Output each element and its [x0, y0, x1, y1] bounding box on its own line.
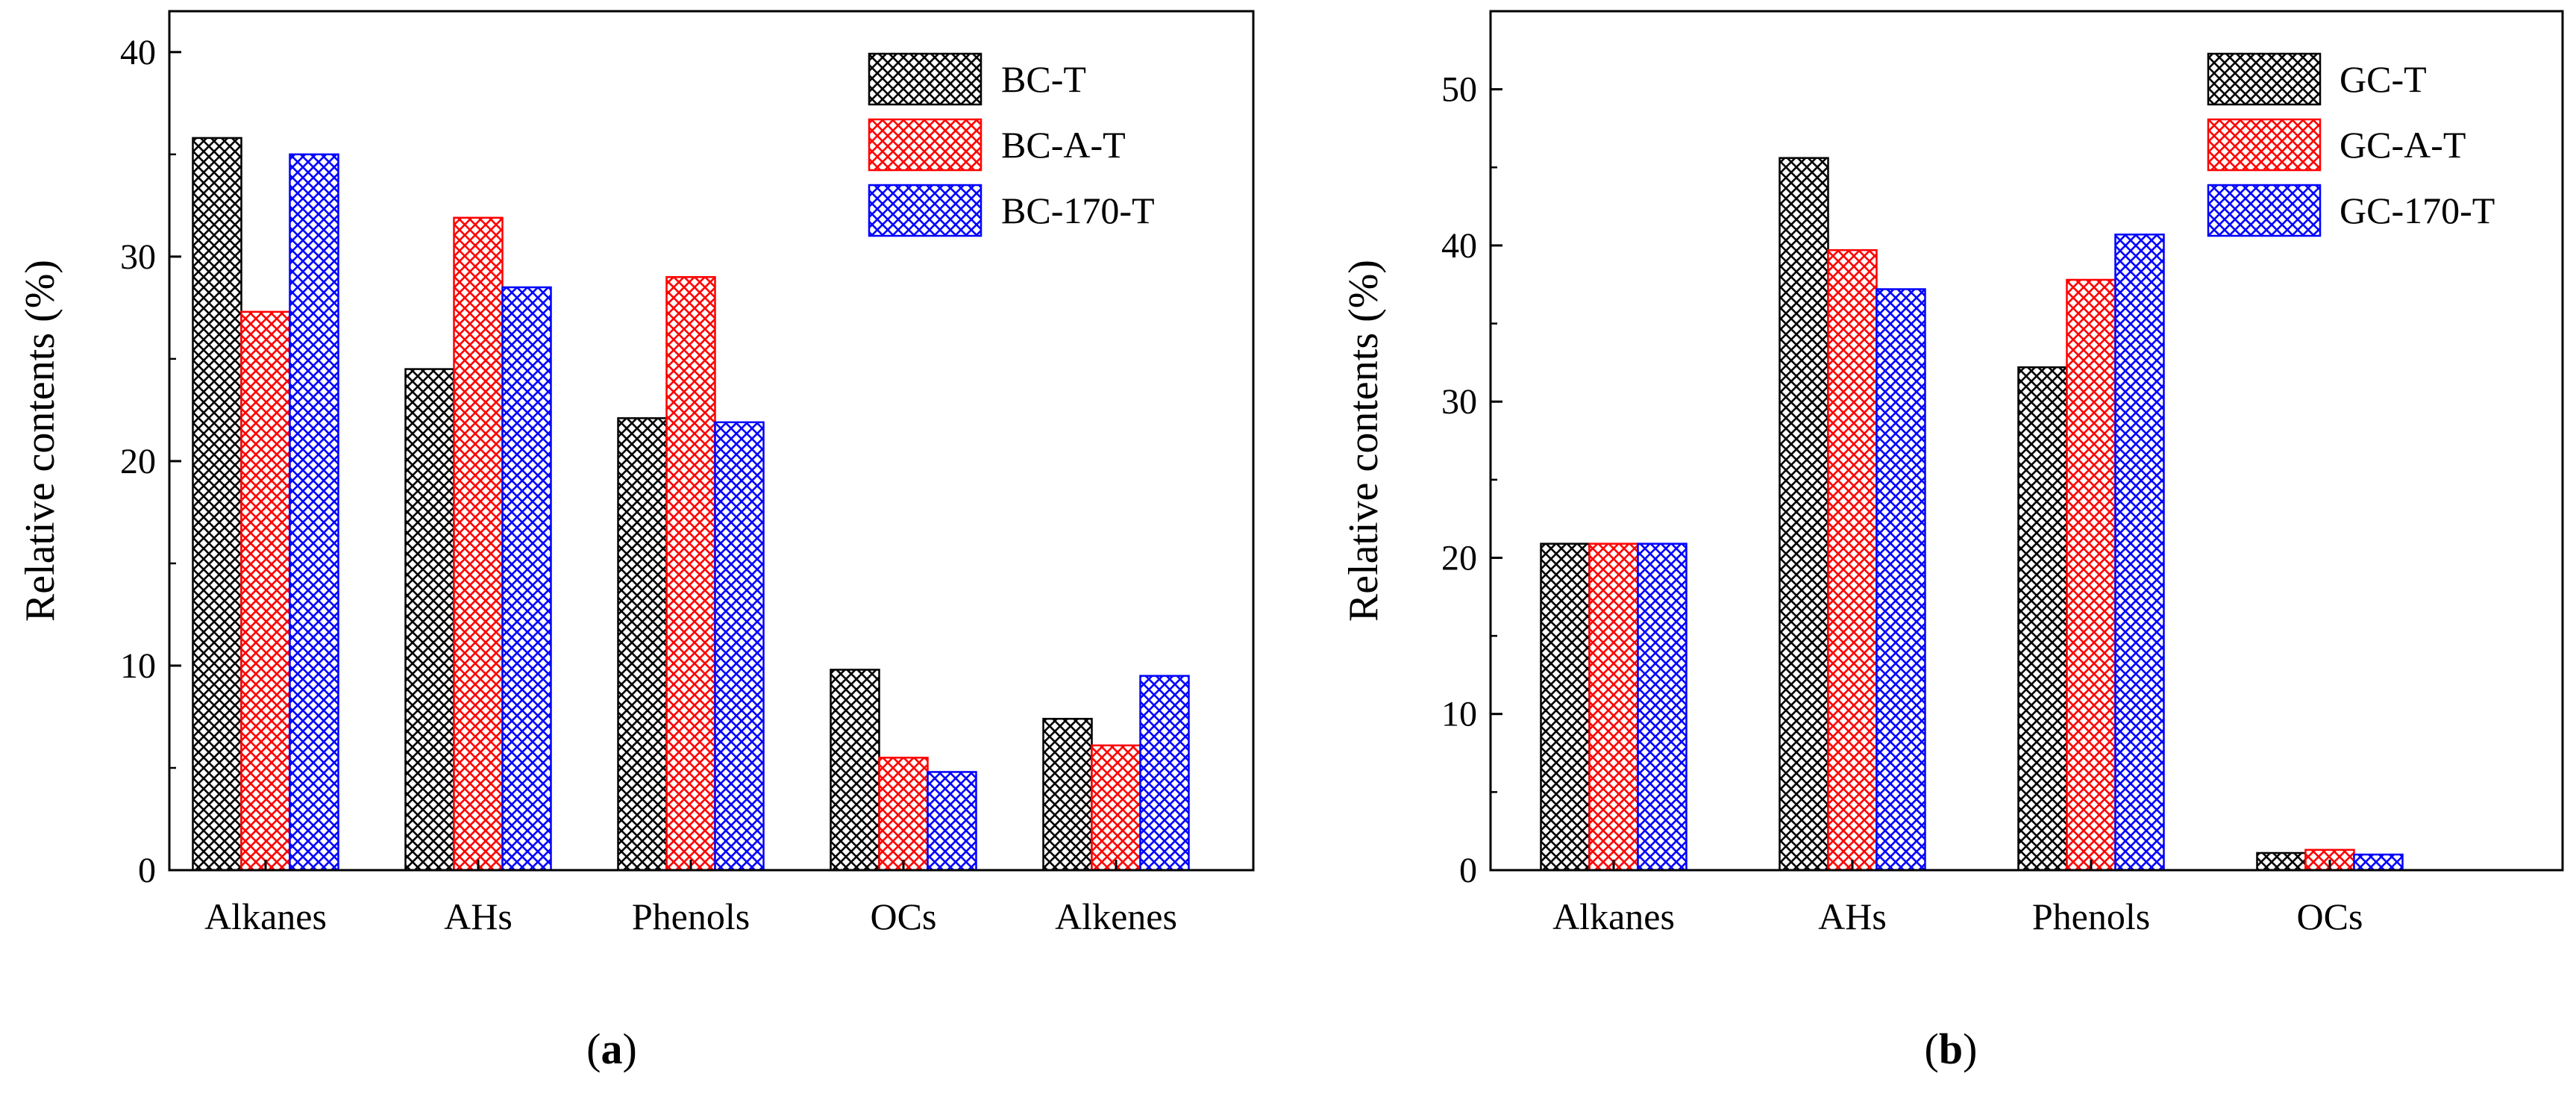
bar-a-BC-170-T-AHs: [501, 286, 552, 872]
x-tick-label-b-2: Phenols: [2032, 896, 2150, 937]
legend-label-b-2: GC-170-T: [2340, 190, 2495, 231]
bar-a-BC-T-Phenols: [617, 417, 668, 872]
panel-label-close: ): [1963, 1025, 1977, 1073]
x-tick-label-b-3: OCs: [2297, 896, 2363, 937]
bar-a-BC-A-T-OCs: [878, 757, 929, 872]
panel-label-letter: a: [601, 1025, 623, 1073]
y-tick-label-b-5: 50: [1441, 70, 1477, 110]
bar-a-BC-A-T-Alkanes: [240, 310, 291, 872]
x-tick-label-b-0: Alkanes: [1552, 896, 1675, 937]
legend-label-b-1: GC-A-T: [2340, 124, 2466, 166]
bar-a-BC-A-T-Alkenes: [1091, 744, 1141, 872]
panel-label-open: (: [586, 1025, 601, 1073]
y-tick-label-b-3: 30: [1441, 382, 1477, 422]
legend-label-a-1: BC-A-T: [1001, 124, 1126, 166]
bar-a-BC-T-OCs: [830, 669, 880, 872]
y-tick-label-a-4: 40: [120, 33, 156, 72]
panel-label-letter: b: [1939, 1025, 1963, 1073]
bar-b-GC-T-Alkanes: [1540, 543, 1591, 872]
bar-b-GC-T-OCs: [2256, 851, 2307, 872]
panel-label-b: (b): [1925, 1025, 1978, 1073]
axes-frame-b: [1489, 10, 2564, 872]
legend-label-a-2: BC-170-T: [1001, 190, 1155, 231]
legend-swatch-b-2: [2207, 184, 2322, 237]
y-tick-label-a-3: 30: [120, 237, 156, 277]
y-tick-label-b-2: 20: [1441, 538, 1477, 578]
bar-a-BC-170-T-Alkanes: [289, 153, 339, 872]
bar-a-BC-170-T-Phenols: [714, 421, 765, 872]
bar-b-GC-170-T-Phenols: [2114, 234, 2165, 872]
y-tick-label-b-4: 40: [1441, 226, 1477, 266]
panel-a: Alkanes AHs Phenols OCs Alkenes 0 10 20 30 40 Rela…: [17, 10, 1255, 1073]
bar-b-GC-T-AHs: [1779, 157, 1829, 872]
y-tick-label-a-2: 20: [120, 442, 156, 481]
y-axis-title-a: Relative contents (%): [17, 260, 63, 622]
panel-label-open: (: [1925, 1025, 1939, 1073]
x-tick-label-a-3: OCs: [871, 896, 937, 937]
bar-a-BC-T-Alkenes: [1042, 717, 1093, 872]
y-tick-label-b-1: 10: [1441, 695, 1477, 734]
legend-label-a-0: BC-T: [1001, 58, 1086, 100]
bar-b-GC-T-Phenols: [2017, 366, 2068, 872]
x-tick-label-a-1: AHs: [444, 896, 513, 937]
y-tick-label-a-1: 10: [120, 646, 156, 686]
legend-label-b-0: GC-T: [2340, 58, 2427, 100]
bar-b-GC-A-T-Phenols: [2066, 278, 2116, 872]
bar-b-GC-A-T-AHs: [1827, 249, 1878, 872]
x-tick-label-b-1: AHs: [1818, 896, 1887, 937]
legend-swatch-a-2: [868, 184, 983, 237]
bar-a-BC-A-T-AHs: [453, 216, 504, 872]
bar-b-GC-170-T-OCs: [2353, 853, 2404, 872]
bar-a-BC-T-Alkanes: [192, 137, 242, 872]
axes-frame-a: [168, 10, 1255, 872]
legend-swatch-a-1: [868, 118, 983, 172]
bar-b-GC-A-T-Alkanes: [1588, 543, 1639, 872]
x-tick-label-a-4: Alkenes: [1055, 896, 1177, 937]
bar-a-BC-A-T-Phenols: [665, 276, 716, 872]
legend-swatch-a-0: [868, 52, 983, 106]
bar-b-GC-170-T-Alkanes: [1637, 543, 1687, 872]
x-tick-label-a-2: Phenols: [632, 896, 750, 937]
y-tick-label-a-0: 0: [138, 851, 156, 890]
bar-b-GC-170-T-AHs: [1875, 288, 1926, 872]
bar-a-BC-T-AHs: [404, 368, 455, 872]
bar-a-BC-170-T-Alkenes: [1139, 675, 1190, 872]
panel-label-a: (a): [586, 1025, 637, 1073]
y-tick-label-b-0: 0: [1459, 851, 1477, 890]
x-tick-label-a-0: Alkanes: [204, 896, 327, 937]
panel-label-close: ): [623, 1025, 637, 1073]
legend-swatch-b-1: [2207, 118, 2322, 172]
legend-swatch-b-0: [2207, 52, 2322, 106]
y-axis-title-b: Relative contents (%): [1341, 260, 1387, 622]
bar-a-BC-170-T-OCs: [927, 771, 977, 872]
panel-b: Alkanes AHs Phenols OCs 0 10 20 30 40 50 Relative …: [1341, 10, 2564, 1073]
